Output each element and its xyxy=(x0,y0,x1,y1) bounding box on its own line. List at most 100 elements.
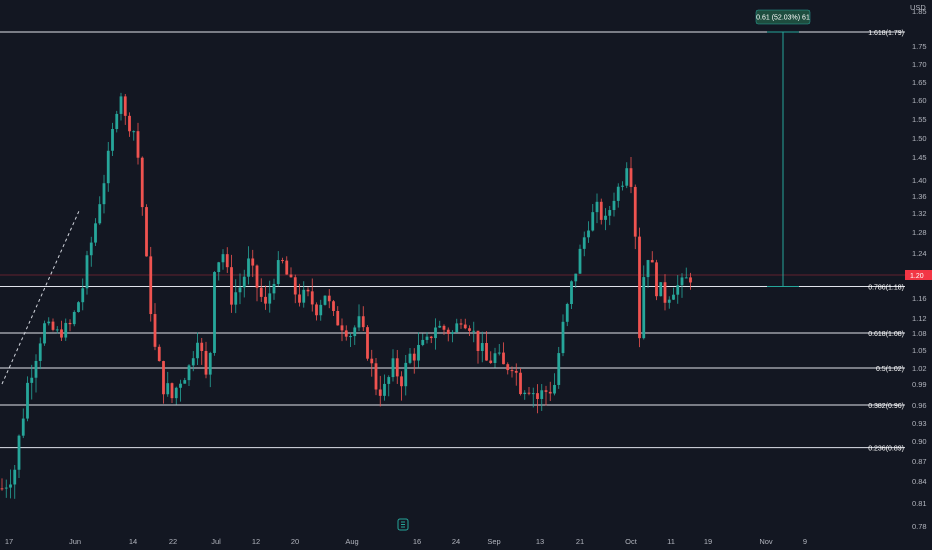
y-axis[interactable]: 1.85 1.75 1.70 1.65 1.60 1.55 1.50 1.45 1.40 1.36… xyxy=(905,0,932,550)
y-tick-label: 1.08 xyxy=(912,329,927,338)
candle-body xyxy=(38,343,42,361)
candle-body xyxy=(68,322,72,325)
candle-body xyxy=(387,377,391,384)
candle-body xyxy=(0,488,4,490)
x-axis[interactable]: 17 Jun 14 22 Jul 12 20 Aug 16 24 Sep 13 21 Oct 11 19 Nov… xyxy=(5,537,807,546)
fib-label: 0.618(1.08) xyxy=(868,331,904,338)
candle-body xyxy=(60,329,63,338)
candle-body xyxy=(553,384,556,394)
candle-body xyxy=(480,343,484,351)
x-tick-label: Sep xyxy=(487,537,500,546)
fib-label: 0.236(0.89) xyxy=(868,446,904,453)
candle-body xyxy=(455,323,459,333)
candle-body xyxy=(259,287,263,297)
candle-body xyxy=(204,350,208,375)
x-tick-label: 20 xyxy=(291,537,299,546)
earnings-marker[interactable] xyxy=(397,518,409,531)
candle-body xyxy=(574,273,578,282)
candle-body xyxy=(425,336,429,340)
candle-body xyxy=(34,360,38,378)
y-tick-label: 1.70 xyxy=(912,60,927,69)
candle-body xyxy=(604,215,607,220)
candle-body xyxy=(208,352,212,375)
y-tick-label: 1.12 xyxy=(912,314,927,323)
candle-body xyxy=(94,223,97,243)
candle-body xyxy=(64,322,68,338)
y-tick-label: 1.50 xyxy=(912,134,927,143)
candle-body xyxy=(349,336,352,338)
candle-body xyxy=(217,262,221,273)
candle-body xyxy=(242,276,246,288)
candle-body xyxy=(544,390,548,392)
x-tick-label: 11 xyxy=(667,537,675,546)
candle-body xyxy=(47,321,51,324)
y-tick-label: 1.16 xyxy=(912,294,927,303)
candle-body xyxy=(170,383,174,399)
candle-body xyxy=(264,296,267,304)
candle-body xyxy=(489,360,493,363)
candle-body xyxy=(310,291,314,305)
candle-body xyxy=(370,358,374,364)
candle-body xyxy=(650,260,654,263)
x-tick-label: Nov xyxy=(759,537,773,546)
x-tick-label: Aug xyxy=(345,537,358,546)
candle-body xyxy=(298,294,301,303)
candle-body xyxy=(77,302,80,312)
currency-label-group: USD xyxy=(910,3,926,12)
y-tick-label: 0.93 xyxy=(912,419,927,428)
y-tick-label: 0.81 xyxy=(912,499,927,508)
candle-body xyxy=(136,131,140,158)
candle-body xyxy=(476,330,480,351)
current-price-badge xyxy=(905,270,932,280)
candle-body xyxy=(183,380,187,384)
current-price-label: 1.20 xyxy=(910,273,924,280)
candles xyxy=(0,92,692,499)
candle-body xyxy=(642,277,646,339)
candle-body xyxy=(591,212,595,231)
y-tick-label: 1.85 xyxy=(912,7,927,16)
measure-label: 0.61 (52.03%) 61 xyxy=(756,15,810,22)
candle-body xyxy=(89,242,93,256)
candle-body xyxy=(557,353,561,385)
candle-body xyxy=(221,254,225,263)
candle-body xyxy=(378,389,382,396)
trendline[interactable] xyxy=(1,208,81,385)
candle-body xyxy=(336,310,340,326)
candle-body xyxy=(659,282,663,297)
currency-label: USD xyxy=(910,3,926,12)
fib-label: 0.786(1.18) xyxy=(868,285,904,292)
candle-body xyxy=(315,304,318,316)
y-tick-label: 1.55 xyxy=(912,115,927,124)
candle-body xyxy=(4,487,8,489)
candle-body xyxy=(276,260,280,285)
candle-body xyxy=(30,377,34,383)
candle-body xyxy=(285,260,289,275)
candle-body xyxy=(672,294,675,300)
candle-body xyxy=(621,185,624,187)
candle-body xyxy=(655,262,658,297)
y-tick-label: 0.99 xyxy=(912,380,927,389)
measure-tool[interactable]: 0.61 (52.03%) 61 xyxy=(755,9,811,287)
fib-label: 0.382(0.96) xyxy=(868,403,904,410)
candle-body xyxy=(633,186,637,237)
x-tick-label: 19 xyxy=(704,537,712,546)
candle-body xyxy=(616,186,620,201)
candle-body xyxy=(179,383,182,388)
candle-body xyxy=(434,327,437,339)
candle-body xyxy=(468,328,471,331)
candle-body xyxy=(663,282,667,303)
y-tick-label: 1.32 xyxy=(912,209,927,218)
candle-body xyxy=(357,316,361,328)
candle-body xyxy=(200,342,204,351)
y-tick-label: 1.36 xyxy=(912,192,927,201)
candle-body xyxy=(238,287,242,293)
candle-body xyxy=(497,352,501,354)
candle-body xyxy=(234,292,238,305)
candle-body xyxy=(327,295,331,302)
candle-body xyxy=(519,372,522,395)
y-tick-label: 1.75 xyxy=(912,42,927,51)
candle-body xyxy=(81,288,85,303)
x-tick-label: Jul xyxy=(211,537,221,546)
candle-body xyxy=(536,393,539,399)
